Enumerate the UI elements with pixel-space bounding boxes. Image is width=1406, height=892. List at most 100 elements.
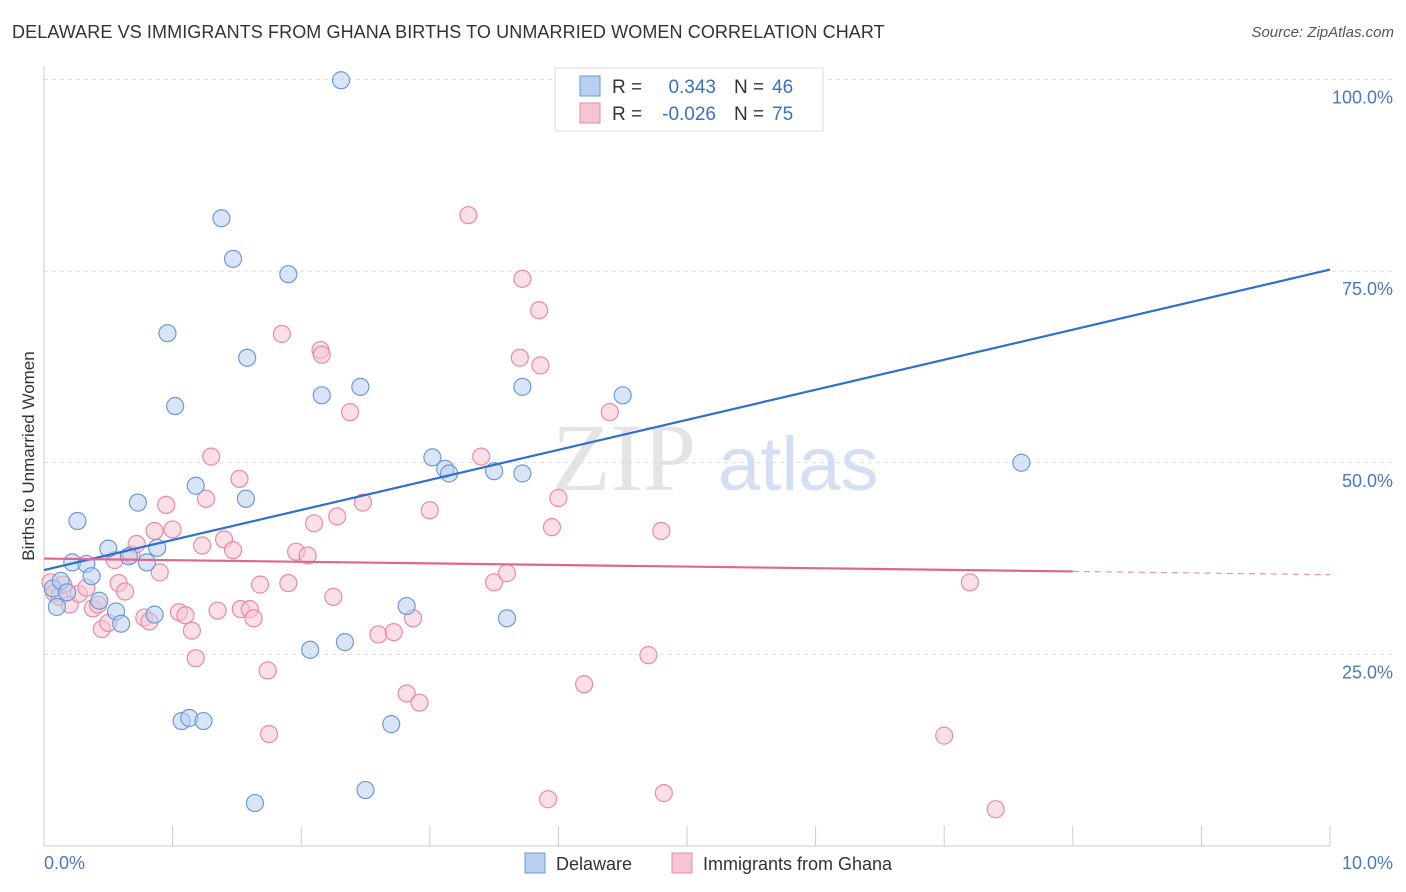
data-point	[423, 448, 442, 467]
data-point	[459, 206, 478, 225]
data-point	[186, 476, 205, 495]
data-point	[549, 488, 568, 508]
data-point	[112, 614, 131, 633]
data-point	[223, 541, 243, 560]
data-point	[250, 575, 270, 594]
series-delaware	[43, 71, 1031, 813]
data-point	[575, 675, 594, 694]
data-point	[335, 633, 355, 652]
data-point	[166, 396, 185, 416]
y-axis-label: Births to Unmarried Women	[19, 351, 38, 560]
legend-n-label-delaware: N =	[734, 77, 764, 98]
data-point	[960, 573, 980, 592]
data-point	[176, 606, 195, 625]
series-immigrants-from-ghana	[41, 206, 1005, 819]
data-point	[485, 573, 504, 592]
y-tick-label: 50.0%	[1342, 471, 1393, 491]
data-point	[472, 447, 491, 466]
data-point	[513, 377, 532, 396]
legend-n-value-delaware: 46	[772, 77, 793, 98]
data-point	[298, 546, 317, 565]
trend-line-delaware	[43, 268, 1331, 572]
data-point	[397, 596, 416, 616]
data-point	[279, 265, 298, 284]
data-point	[513, 464, 532, 483]
trend-line-ghana	[43, 557, 1073, 573]
data-point	[312, 386, 331, 405]
trend-line-ghana-extrapolated	[1072, 570, 1331, 576]
data-point	[245, 793, 265, 813]
data-point	[82, 567, 101, 586]
data-point	[312, 345, 331, 364]
source-note: Source: ZipAtlas.com	[1251, 24, 1394, 41]
data-point	[530, 301, 549, 320]
data-point	[47, 597, 66, 616]
data-point	[539, 790, 558, 809]
legend-n-label-ghana: N =	[734, 104, 764, 125]
data-point	[382, 715, 401, 734]
data-point	[244, 609, 263, 628]
data-point	[652, 521, 671, 541]
x-tick-label: 0.0%	[44, 853, 85, 873]
data-point	[328, 507, 347, 526]
data-point	[353, 493, 373, 512]
data-point	[212, 209, 231, 228]
legend-n-value-ghana: 75	[772, 104, 793, 125]
legend-r-label-delaware: R =	[612, 77, 642, 98]
data-point	[531, 356, 550, 375]
data-point	[351, 377, 370, 396]
data-point	[194, 711, 213, 731]
data-point	[115, 582, 135, 601]
data-point	[137, 553, 156, 572]
data-point	[340, 403, 360, 422]
data-point	[259, 724, 279, 744]
data-point	[202, 447, 221, 466]
data-point	[304, 514, 324, 533]
data-point	[223, 249, 243, 268]
data-point	[158, 324, 177, 343]
data-point	[238, 348, 257, 367]
data-point	[331, 71, 351, 90]
data-point	[182, 621, 201, 640]
trend-lines	[43, 268, 1331, 576]
y-tick-label: 25.0%	[1342, 662, 1393, 682]
bottom-legend: Delaware Immigrants from Ghana	[524, 852, 893, 874]
y-tick-label: 75.0%	[1342, 279, 1393, 299]
bottom-legend-label-ghana: Immigrants from Ghana	[703, 854, 893, 874]
data-point	[510, 348, 529, 367]
axes	[43, 66, 1331, 847]
data-point	[654, 784, 673, 803]
data-point	[301, 640, 320, 659]
data-point	[1012, 453, 1031, 472]
bottom-legend-swatch-delaware	[524, 852, 546, 874]
data-point	[324, 587, 343, 606]
data-point	[145, 521, 164, 541]
data-point	[639, 646, 658, 665]
data-point	[150, 563, 169, 582]
data-point	[497, 564, 517, 583]
watermark-atlas: atlas	[718, 422, 879, 507]
data-point	[986, 800, 1005, 819]
data-point	[397, 684, 416, 703]
data-point	[99, 539, 118, 558]
data-point	[542, 518, 562, 537]
legend-r-label-ghana: R =	[612, 104, 642, 125]
data-point	[163, 520, 182, 539]
data-point	[90, 591, 109, 610]
data-point	[208, 601, 227, 620]
data-point	[58, 583, 77, 602]
legend-box: R = 0.343 N = 46 R = -0.026 N = 75	[554, 67, 824, 132]
data-point	[193, 536, 212, 555]
data-point	[613, 386, 632, 405]
x-tick-label: 10.0%	[1342, 853, 1393, 873]
data-point	[236, 489, 256, 508]
data-point	[157, 495, 176, 515]
legend-swatch-ghana	[579, 102, 601, 124]
legend-swatch-delaware	[579, 75, 601, 97]
y-tick-label: 100.0%	[1332, 88, 1393, 108]
legend-r-value-delaware: 0.343	[668, 77, 716, 98]
data-point	[497, 609, 517, 628]
chart-title: DELAWARE VS IMMIGRANTS FROM GHANA BIRTHS…	[12, 22, 885, 42]
legend-r-value-ghana: -0.026	[662, 104, 716, 125]
